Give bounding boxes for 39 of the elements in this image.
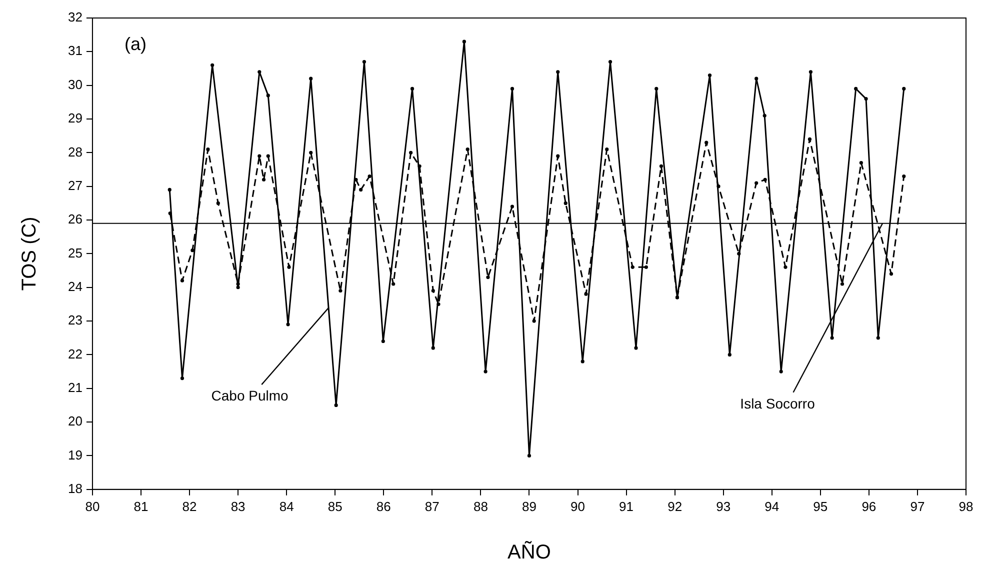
y-tick-label: 29 bbox=[68, 110, 82, 126]
x-tick-label: 80 bbox=[85, 498, 100, 514]
y-axis-title: TOS (C) bbox=[18, 216, 41, 291]
y-tick-label: 22 bbox=[68, 346, 82, 362]
x-tick-label: 96 bbox=[862, 498, 876, 514]
x-tick-label: 84 bbox=[279, 498, 294, 514]
x-tick-label: 83 bbox=[230, 498, 246, 514]
y-tick-label: 24 bbox=[68, 278, 82, 294]
x-tick-label: 93 bbox=[716, 498, 731, 514]
y-tick-label: 32 bbox=[68, 10, 82, 25]
x-axis-title: AÑO bbox=[508, 540, 551, 564]
x-tick-label: 82 bbox=[182, 498, 197, 514]
y-tick-label: 20 bbox=[68, 414, 82, 429]
y-tick-label: 26 bbox=[68, 212, 82, 227]
x-tick-label: 81 bbox=[134, 498, 148, 514]
y-tick-label: 27 bbox=[68, 178, 82, 193]
x-tick-label: 85 bbox=[328, 498, 342, 514]
x-tick-label: 94 bbox=[764, 498, 780, 514]
x-tick-label: 87 bbox=[424, 498, 440, 514]
x-tick-label: 88 bbox=[473, 498, 488, 514]
x-tick-label: 91 bbox=[619, 498, 634, 514]
x-tick-label: 97 bbox=[910, 498, 925, 514]
y-tick-label: 23 bbox=[68, 312, 82, 328]
y-tick-label: 31 bbox=[68, 43, 82, 58]
y-tick-label: 19 bbox=[68, 447, 82, 462]
annotation: (a) bbox=[124, 34, 146, 54]
y-tick-label: 25 bbox=[68, 245, 82, 260]
y-tick-label: 21 bbox=[68, 380, 82, 395]
x-tick-label: 89 bbox=[522, 498, 536, 514]
y-tick-label: 28 bbox=[68, 144, 82, 160]
x-tick-label: 92 bbox=[668, 498, 682, 514]
y-tick-label: 18 bbox=[68, 480, 82, 496]
x-tick-label: 95 bbox=[813, 498, 828, 514]
annotation: Isla Socorro bbox=[740, 395, 816, 412]
y-tick-label: 30 bbox=[68, 76, 82, 92]
x-tick-label: 90 bbox=[570, 498, 585, 514]
annotation: Cabo Pulmo bbox=[211, 387, 289, 404]
x-tick-label: 86 bbox=[376, 498, 391, 514]
x-tick-label: 98 bbox=[958, 498, 974, 514]
